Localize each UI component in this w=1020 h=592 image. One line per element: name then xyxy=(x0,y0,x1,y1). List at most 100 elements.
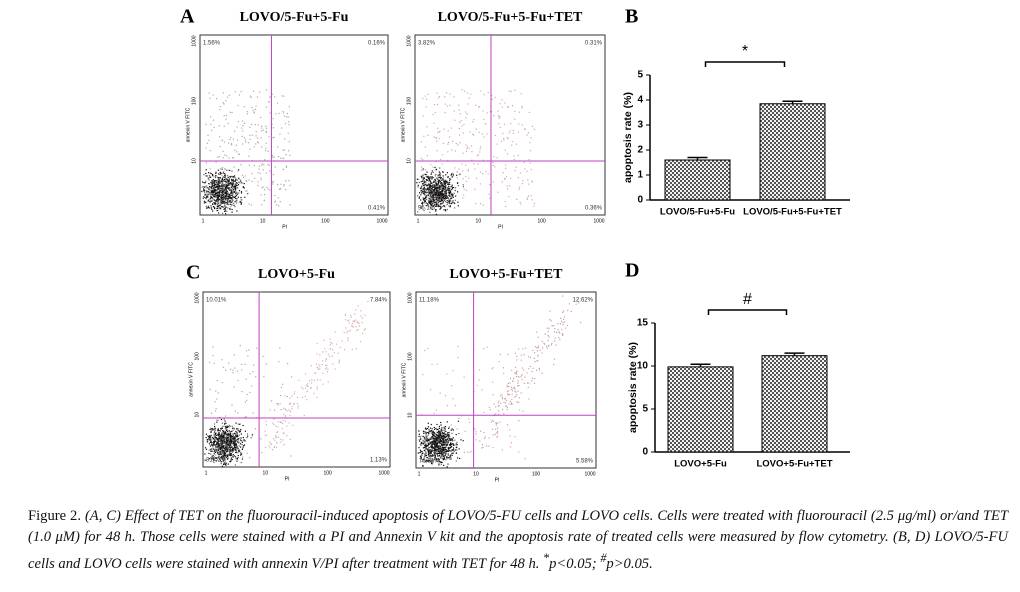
dot xyxy=(445,92,448,94)
dot xyxy=(433,192,435,194)
dot xyxy=(466,147,468,150)
dot xyxy=(244,196,246,198)
dot xyxy=(233,448,235,450)
dot xyxy=(246,399,248,401)
dot xyxy=(422,443,424,445)
dot xyxy=(234,130,236,132)
dot xyxy=(251,106,253,108)
dot xyxy=(321,364,323,366)
dot xyxy=(428,186,430,188)
dot xyxy=(518,111,520,113)
dot xyxy=(446,405,448,407)
dot xyxy=(432,434,434,436)
dot xyxy=(223,451,226,453)
dot xyxy=(228,443,230,445)
dot xyxy=(233,428,236,430)
dot xyxy=(230,183,232,185)
dot xyxy=(496,143,498,145)
dot xyxy=(251,172,253,175)
dot xyxy=(207,206,209,208)
dot xyxy=(236,193,238,195)
dot xyxy=(229,431,231,433)
dot xyxy=(214,208,216,210)
dot xyxy=(241,440,243,442)
dot xyxy=(231,184,233,186)
dot xyxy=(228,430,230,432)
dot xyxy=(514,372,516,374)
dot xyxy=(212,174,214,176)
dot xyxy=(242,186,244,188)
dot xyxy=(215,437,217,439)
dot xyxy=(237,196,239,198)
dot xyxy=(430,190,433,192)
dot xyxy=(431,203,433,205)
dot xyxy=(437,175,439,177)
dot xyxy=(431,170,433,172)
dot xyxy=(505,167,507,169)
dot xyxy=(426,185,428,187)
dot xyxy=(434,185,436,187)
dot xyxy=(503,123,506,125)
dot xyxy=(431,182,434,184)
dot xyxy=(215,183,217,185)
dot xyxy=(337,352,339,354)
dot xyxy=(474,168,476,170)
dot xyxy=(437,440,439,442)
dot xyxy=(437,428,439,430)
dot xyxy=(483,118,485,120)
dot xyxy=(216,419,218,421)
dot xyxy=(244,416,246,418)
dot xyxy=(450,458,452,460)
dot xyxy=(221,434,223,436)
dot xyxy=(326,371,328,373)
dot xyxy=(226,190,228,192)
dot xyxy=(425,448,427,450)
dot xyxy=(253,111,255,113)
dot xyxy=(288,150,290,152)
dot xyxy=(443,181,445,183)
dot xyxy=(223,439,225,442)
dot xyxy=(211,182,213,184)
dot xyxy=(465,175,467,178)
dot xyxy=(445,190,447,193)
dot xyxy=(442,429,444,431)
dot xyxy=(217,434,219,436)
dot xyxy=(214,204,216,206)
dot xyxy=(206,207,208,209)
dot xyxy=(241,135,243,137)
dot xyxy=(437,447,439,449)
dot xyxy=(212,206,215,208)
dot xyxy=(518,385,520,387)
dot xyxy=(212,429,214,431)
dot xyxy=(288,106,290,108)
dot xyxy=(222,206,224,208)
dot xyxy=(473,119,475,121)
dot xyxy=(204,189,206,191)
dot xyxy=(211,200,213,202)
dot xyxy=(238,442,240,444)
dot xyxy=(228,188,230,190)
dot xyxy=(517,385,519,387)
dot xyxy=(428,448,430,450)
dot xyxy=(464,430,466,432)
dot xyxy=(433,195,436,197)
dot xyxy=(217,441,219,444)
dot xyxy=(427,460,429,462)
dot xyxy=(497,427,499,429)
dot xyxy=(237,139,239,141)
dot xyxy=(356,329,358,332)
dot xyxy=(524,458,526,460)
dot xyxy=(493,156,495,158)
dot xyxy=(244,139,246,141)
dot xyxy=(442,195,444,197)
dot xyxy=(526,134,528,136)
dot xyxy=(282,157,285,160)
dot xyxy=(220,185,222,187)
dot xyxy=(421,460,423,463)
dot xyxy=(215,454,217,456)
dot xyxy=(225,434,227,436)
dot xyxy=(228,94,230,96)
dot xyxy=(431,204,433,206)
dot xyxy=(465,117,467,119)
dot xyxy=(427,187,429,189)
